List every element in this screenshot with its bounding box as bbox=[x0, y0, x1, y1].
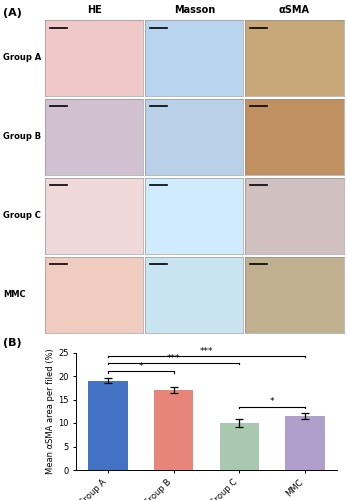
Text: ***: *** bbox=[167, 354, 180, 362]
Text: (A): (A) bbox=[3, 8, 22, 18]
Text: MMC: MMC bbox=[3, 290, 26, 299]
Bar bbox=[154, 390, 193, 470]
Text: HE: HE bbox=[87, 5, 102, 15]
Bar bbox=[285, 416, 325, 470]
Bar bbox=[88, 380, 128, 470]
Text: (B): (B) bbox=[3, 338, 22, 347]
Y-axis label: Mean αSMA area per filed (%): Mean αSMA area per filed (%) bbox=[46, 348, 56, 474]
Text: Masson: Masson bbox=[174, 5, 215, 15]
Text: αSMA: αSMA bbox=[279, 5, 310, 15]
Text: Group B: Group B bbox=[3, 132, 42, 141]
Text: *: * bbox=[138, 362, 143, 371]
Text: Group A: Group A bbox=[3, 54, 42, 62]
Text: *: * bbox=[270, 398, 274, 406]
Text: Group C: Group C bbox=[3, 211, 41, 220]
Bar bbox=[220, 423, 259, 470]
Text: ***: *** bbox=[200, 346, 213, 356]
